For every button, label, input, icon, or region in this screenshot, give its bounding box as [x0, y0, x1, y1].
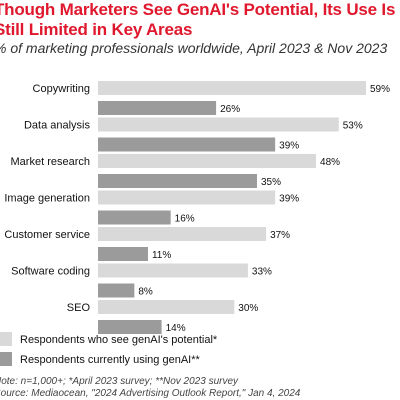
data-label: 30% [238, 303, 258, 314]
data-label: 14% [166, 323, 186, 334]
category-label: Market research [11, 156, 90, 168]
data-label: 39% [279, 141, 299, 152]
bar [98, 283, 135, 298]
data-label: 59% [370, 84, 390, 95]
bar [98, 247, 148, 261]
bar [98, 227, 267, 241]
bar [98, 154, 317, 168]
data-label: 39% [279, 194, 299, 205]
bar [98, 117, 339, 132]
bar [98, 300, 235, 314]
category-label: Software coding [11, 266, 90, 278]
chart-note: Note: n=1,000+; *April 2023 survey; **No… [0, 376, 239, 387]
legend-label: Respondents who see genAI's potential* [20, 334, 218, 346]
category-label: Copywriting [33, 83, 90, 95]
bar [98, 174, 257, 188]
bar [98, 210, 171, 225]
bar [98, 137, 276, 152]
chart-source: Source: Mediaocean, "2024 Advertising Ou… [0, 388, 301, 399]
bar [98, 320, 162, 334]
category-label: Image generation [4, 193, 90, 205]
legend-label: Respondents currently using genAI** [20, 354, 200, 366]
data-label: 53% [343, 121, 363, 132]
bar [98, 190, 276, 205]
category-label: Customer service [4, 229, 90, 241]
data-label: 37% [270, 230, 290, 241]
data-label: 26% [220, 104, 240, 115]
data-label: 48% [320, 157, 340, 168]
bar [98, 81, 366, 95]
bar [98, 101, 217, 115]
data-label: 8% [138, 287, 153, 298]
legend-swatch [0, 352, 12, 366]
category-label: SEO [67, 302, 91, 314]
data-label: 16% [175, 214, 195, 225]
legend-swatch [0, 332, 12, 346]
chart-title: Though Marketers See GenAI's Potential, … [0, 0, 396, 39]
data-label: 35% [261, 177, 281, 188]
data-label: 33% [252, 267, 272, 278]
category-label: Data analysis [24, 120, 91, 132]
data-label: 11% [152, 250, 171, 261]
bar [98, 263, 248, 278]
chart-subtitle: % of marketing professionals worldwide, … [0, 40, 388, 56]
